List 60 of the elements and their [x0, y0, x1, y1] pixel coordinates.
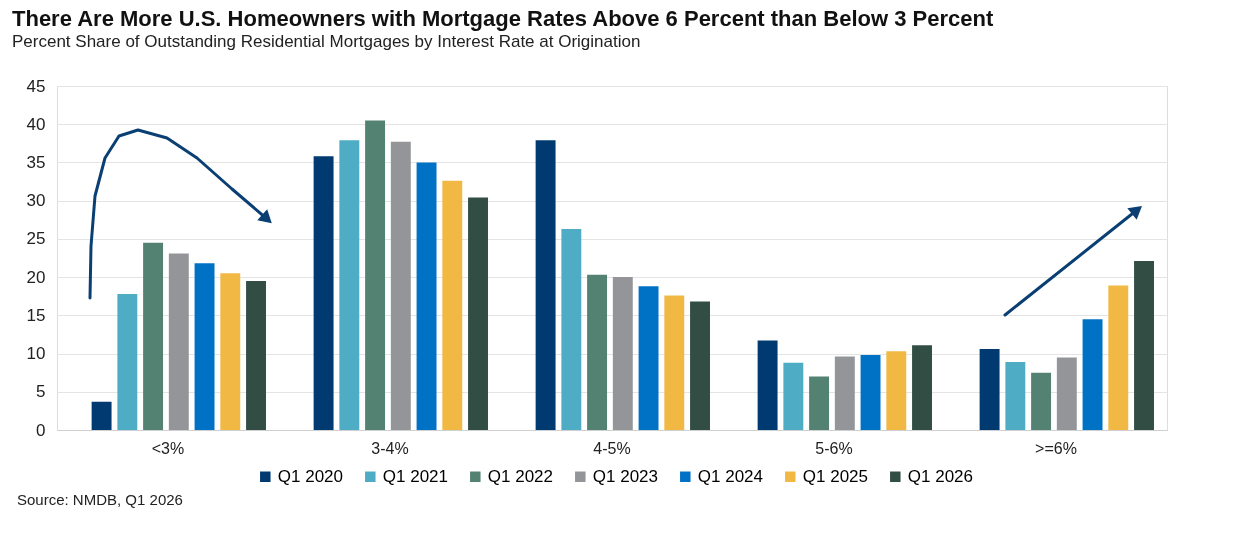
bar	[783, 362, 804, 430]
bar	[168, 253, 189, 430]
x-tick-label: <3%	[151, 439, 185, 457]
legend-label: Q1 2023	[592, 466, 659, 486]
y-tick-label: 10	[26, 344, 46, 364]
bar	[587, 274, 608, 430]
bar	[313, 156, 334, 430]
y-tick-label: 15	[26, 305, 46, 325]
bar	[468, 197, 488, 430]
bar	[1056, 357, 1077, 430]
y-tick-label: 45	[26, 76, 46, 96]
bar	[194, 263, 215, 430]
bar	[416, 162, 437, 430]
legend-label: Q1 2024	[697, 466, 764, 486]
bar	[912, 345, 932, 430]
x-tick-label: 3-4%	[371, 439, 409, 457]
legend-label: Q1 2020	[277, 466, 344, 486]
bar	[442, 180, 463, 430]
bar	[1031, 372, 1052, 430]
bar	[860, 355, 881, 430]
bar	[561, 228, 582, 430]
y-tick-label: 5	[36, 382, 46, 402]
bar	[979, 348, 1000, 430]
bar	[1134, 261, 1154, 430]
x-tick-label: 4-5%	[593, 439, 631, 457]
bar	[143, 242, 164, 430]
y-tick-label: 25	[26, 229, 46, 249]
bar	[535, 140, 556, 430]
bar	[91, 401, 112, 430]
bar	[1082, 319, 1103, 430]
y-tick-label: 20	[26, 267, 46, 287]
bar	[886, 351, 907, 430]
bar	[220, 273, 241, 430]
x-tick-label: 5-6%	[815, 439, 853, 457]
legend-label: Q1 2022	[487, 466, 554, 486]
bar	[809, 376, 830, 430]
bar	[834, 356, 855, 430]
y-tick-label: 40	[26, 114, 46, 134]
bar	[664, 295, 685, 430]
source-note: Source: NMDB, Q1 2026	[17, 491, 183, 508]
legend-label: Q1 2021	[382, 466, 449, 486]
legend-label: Q1 2026	[907, 466, 974, 486]
chart-subtitle: Percent Share of Outstanding Residential Mortgages by Interest Rate at Origination	[12, 32, 641, 51]
bar	[612, 277, 633, 430]
x-tick-label: >=6%	[1035, 439, 1077, 457]
bar	[365, 120, 386, 430]
bar	[1108, 285, 1129, 430]
bar	[1005, 361, 1026, 430]
legend-label: Q1 2025	[802, 466, 869, 486]
y-tick-label: 0	[36, 420, 46, 440]
chart-title: There Are More U.S. Homeowners with Mortgage Rates Above 6 Percent than Below 3 Percent	[12, 6, 994, 31]
y-tick-label: 35	[26, 152, 46, 172]
bar	[757, 340, 778, 430]
bar	[390, 141, 411, 430]
bar	[690, 301, 710, 430]
y-tick-label: 30	[26, 191, 46, 211]
bar	[638, 286, 659, 430]
bar	[339, 140, 360, 430]
bar	[246, 280, 266, 430]
bar	[117, 293, 138, 430]
